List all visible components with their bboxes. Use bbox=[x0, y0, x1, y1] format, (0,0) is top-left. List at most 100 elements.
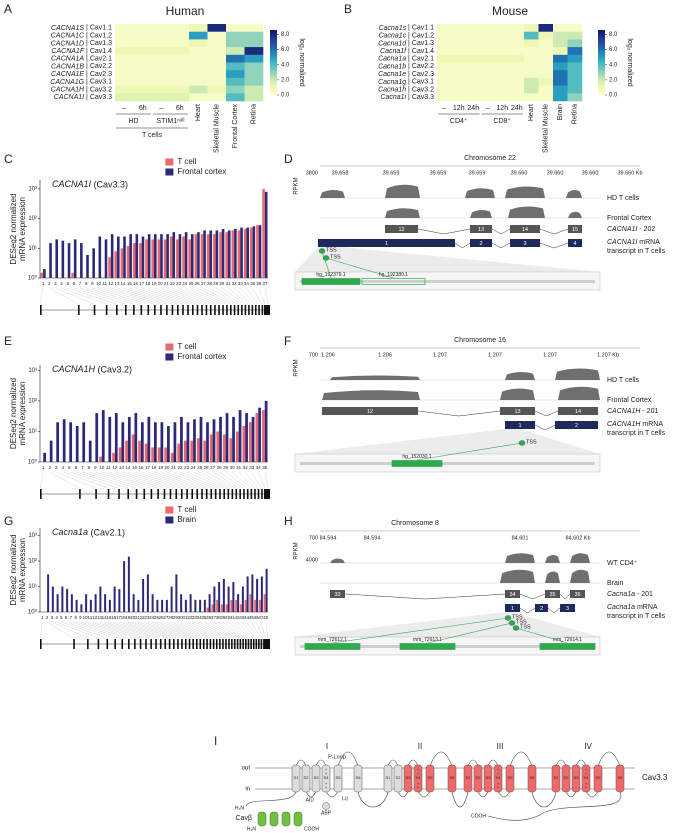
bar bbox=[82, 422, 86, 462]
heat-cell bbox=[115, 77, 134, 86]
helix bbox=[551, 764, 561, 793]
x-tick-label: 45 bbox=[249, 615, 255, 620]
colorbar-tick-label: 4.0 bbox=[281, 62, 290, 68]
x-tick-label: 27 bbox=[163, 615, 169, 620]
x-tick-label: 14 bbox=[125, 465, 131, 470]
bar bbox=[127, 556, 130, 612]
row-label: Cacna1i | Cav3.3 bbox=[380, 94, 434, 101]
transcript-label: CACNA1H mRNA bbox=[607, 421, 663, 428]
exon-link bbox=[123, 621, 178, 639]
heat-cell bbox=[170, 31, 190, 40]
charge-label: + bbox=[497, 781, 500, 786]
exon-link bbox=[255, 621, 264, 639]
bar bbox=[47, 574, 50, 612]
column-label: 24h bbox=[511, 105, 523, 112]
intron bbox=[539, 242, 569, 249]
side-label: out bbox=[242, 766, 251, 772]
exon-link bbox=[66, 621, 115, 639]
x-tick-label: 44 bbox=[244, 615, 250, 620]
exon bbox=[236, 639, 239, 649]
bar bbox=[117, 236, 120, 278]
x-tick-label: 2 bbox=[48, 281, 51, 286]
bar bbox=[157, 447, 161, 462]
terminus-label: H₂N bbox=[247, 826, 257, 832]
colorbar-swatch bbox=[270, 67, 277, 70]
loop bbox=[477, 790, 489, 798]
coordinate-label: 39.658 bbox=[332, 170, 349, 176]
intron bbox=[491, 242, 511, 249]
bar bbox=[154, 234, 157, 278]
exon-link bbox=[264, 471, 269, 489]
colorbar-swatch bbox=[270, 54, 277, 57]
exon-label: 13 bbox=[514, 409, 520, 415]
bar bbox=[221, 228, 225, 278]
x-tick-label: 7 bbox=[81, 465, 84, 470]
coverage bbox=[465, 188, 495, 198]
exon-link bbox=[180, 621, 220, 639]
bar bbox=[199, 599, 202, 612]
bar bbox=[151, 239, 154, 278]
exon bbox=[227, 489, 230, 499]
exon-link bbox=[89, 621, 146, 639]
exon bbox=[558, 407, 598, 415]
bar bbox=[80, 604, 83, 612]
x-tick-label: 11 bbox=[102, 281, 107, 286]
exon-link bbox=[219, 471, 244, 489]
x-tick-label: 1 bbox=[42, 281, 45, 286]
coordinate-label: 39.660 bbox=[582, 170, 599, 176]
panel-letter: D bbox=[284, 152, 293, 166]
column-label: Skeletal Muscle bbox=[214, 104, 221, 153]
charge-label: + bbox=[585, 767, 588, 772]
heat-cell bbox=[152, 31, 171, 40]
bar bbox=[212, 419, 216, 462]
exon-link bbox=[222, 621, 246, 639]
exon-link bbox=[178, 287, 219, 305]
exon-link bbox=[246, 287, 259, 305]
bar bbox=[263, 594, 266, 612]
heat-cell bbox=[226, 47, 245, 56]
x-tick-label: 46 bbox=[254, 615, 260, 620]
heat-cell bbox=[207, 24, 227, 32]
segment-label: S5 bbox=[508, 775, 514, 780]
transcript-label: transcript in T cells bbox=[607, 613, 666, 620]
bar bbox=[262, 188, 265, 278]
bar bbox=[66, 589, 69, 612]
ploop-label: P-Loop bbox=[328, 754, 346, 760]
y-axis-label: mRNA expression bbox=[18, 381, 27, 445]
tss-label: TSS bbox=[526, 439, 537, 445]
x-tick-label: 26 bbox=[204, 465, 210, 470]
bar bbox=[129, 234, 132, 278]
bar bbox=[166, 234, 169, 278]
x-tick-label: 19 bbox=[151, 281, 157, 286]
exon bbox=[219, 639, 221, 649]
exon bbox=[264, 305, 270, 315]
bar bbox=[147, 416, 151, 462]
bar bbox=[146, 574, 149, 612]
exon bbox=[385, 225, 418, 233]
segment-label: S1 bbox=[554, 775, 560, 780]
loop bbox=[295, 759, 307, 767]
row-label: CACNA1C | Cav1.2 bbox=[51, 32, 112, 39]
exon-link bbox=[251, 621, 261, 639]
exon-link bbox=[208, 621, 237, 639]
x-tick-label: 33 bbox=[249, 465, 255, 470]
exon-link bbox=[127, 471, 182, 489]
x-tick-label: 7 bbox=[79, 281, 82, 286]
exon-link bbox=[127, 621, 182, 639]
heat-cell bbox=[466, 93, 481, 102]
exon bbox=[225, 639, 227, 649]
column-label: Retina bbox=[572, 104, 579, 124]
sequence bbox=[300, 280, 595, 283]
x-tick-label: 13 bbox=[115, 281, 121, 286]
exon-link bbox=[156, 621, 203, 639]
exon bbox=[143, 489, 146, 499]
panel-letter: F bbox=[284, 334, 291, 348]
heat-cell bbox=[480, 77, 496, 86]
column-label: – bbox=[159, 105, 163, 112]
bar bbox=[213, 586, 216, 612]
heat-cell bbox=[437, 93, 452, 102]
y-tick-label: 10¹ bbox=[28, 246, 37, 252]
heat-cell bbox=[451, 31, 467, 40]
exon-link bbox=[153, 471, 202, 489]
bar bbox=[80, 243, 83, 278]
